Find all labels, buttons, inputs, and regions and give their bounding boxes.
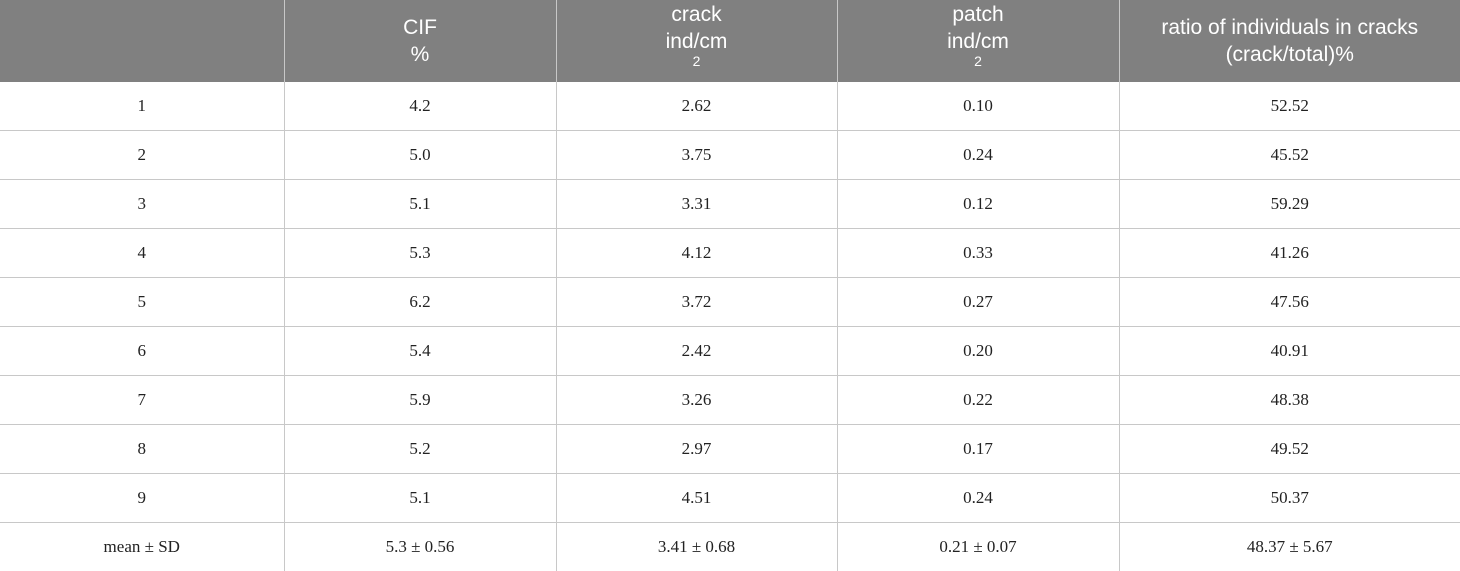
cell-crack: 3.31 — [555, 179, 837, 229]
cell-patch: 0.10 — [836, 82, 1119, 131]
header-cell-cif: CIF % — [283, 0, 556, 82]
header-unit: ind/cm 2 — [665, 29, 728, 69]
cell-crack: 4.12 — [555, 228, 837, 278]
header-cell-sample — [0, 0, 284, 82]
table-row: 9 5.1 4.51 0.24 50.37 — [0, 473, 1460, 523]
table-row: 4 5.3 4.12 0.33 41.26 — [0, 228, 1460, 278]
cell-ratio: 49.52 — [1118, 424, 1460, 474]
cell-patch: 0.17 — [836, 424, 1119, 474]
cell-crack: 2.62 — [555, 82, 837, 131]
cell-sample: 9 — [0, 473, 284, 523]
cell-patch: 0.24 — [836, 130, 1119, 180]
header-row: CIF % crack ind/cm 2 patch ind/cm 2 ratio … — [0, 0, 1460, 82]
cell-crack: 2.42 — [555, 326, 837, 376]
cell-ratio: 59.29 — [1118, 179, 1460, 229]
cell-crack: 4.51 — [555, 473, 837, 523]
cell-sample: mean ± SD — [103, 537, 180, 556]
cell-cif: 5.1 — [283, 473, 556, 523]
table-row: 2 5.0 3.75 0.24 45.52 — [0, 130, 1460, 180]
cell-ratio: 45.52 — [1118, 130, 1460, 180]
header-line: ratio of individuals in cracks — [1161, 16, 1419, 39]
cell-patch: 0.24 — [836, 473, 1119, 523]
table-row: 1 4.2 2.62 0.10 52.52 — [0, 82, 1460, 131]
cell-patch: 0.22 — [836, 375, 1119, 425]
cell-patch: 0.33 — [836, 228, 1119, 278]
table-body: 1 4.2 2.62 0.10 52.52 2 5.0 3.75 0.24 45.52 3 5.1 3.… — [0, 82, 1460, 571]
cell-patch: 0.27 — [836, 277, 1119, 327]
cell-sample: 6 — [0, 326, 284, 376]
cell-ratio: 48.38 — [1118, 375, 1460, 425]
cell-sample: 1 — [0, 82, 284, 131]
cell-sample: 2 — [0, 130, 284, 180]
cell-crack: 2.97 — [555, 424, 837, 474]
cell-ratio: 47.56 — [1118, 277, 1460, 327]
cell-cif: 5.3 — [283, 228, 556, 278]
header-line: CIF — [403, 16, 437, 39]
cell-crack: 3.26 — [555, 375, 837, 425]
cell-cif: 5.4 — [283, 326, 556, 376]
cell-patch: 0.12 — [836, 179, 1119, 229]
header-unit: % — [410, 43, 430, 66]
cell-sample: 3 — [0, 179, 284, 229]
cell-patch: 0.20 — [836, 326, 1119, 376]
cell-ratio: 50.37 — [1118, 473, 1460, 523]
table-row: 8 5.2 2.97 0.17 49.52 — [0, 424, 1460, 474]
summary-row: mean ± SD 5.3 ± 0.56 3.41 ± 0.68 0.21 ± 0.0… — [0, 522, 1460, 571]
cell-cif: 5.3 ± 0.56 — [283, 522, 556, 571]
header-unit: (crack/total)% — [1225, 43, 1354, 66]
header-unit: ind/cm 2 — [947, 29, 1009, 69]
cell-cif: 5.0 — [283, 130, 556, 180]
cell-cif: 4.2 — [283, 82, 556, 131]
header-line: crack — [671, 2, 722, 26]
cell-patch: 0.21 ± 0.07 — [836, 522, 1119, 571]
cell-crack: 3.75 — [555, 130, 837, 180]
cell-sample: 8 — [0, 424, 284, 474]
cell-ratio: 41.26 — [1118, 228, 1460, 278]
cell-cif: 5.9 — [283, 375, 556, 425]
cell-cif: 5.2 — [283, 424, 556, 474]
header-line: patch — [952, 2, 1004, 26]
table-row: 5 6.2 3.72 0.27 47.56 — [0, 277, 1460, 327]
header-cell-crack: crack ind/cm 2 — [555, 0, 837, 82]
table-row: 6 5.4 2.42 0.20 40.91 — [0, 326, 1460, 376]
cell-sample: 5 — [0, 277, 284, 327]
header-cell-patch: patch ind/cm 2 — [836, 0, 1119, 82]
cell-cif: 5.1 — [283, 179, 556, 229]
table-row: 3 5.1 3.31 0.12 59.29 — [0, 179, 1460, 229]
table-row: 7 5.9 3.26 0.22 48.38 — [0, 375, 1460, 425]
cell-ratio: 48.37 ± 5.67 — [1118, 522, 1460, 571]
cell-sample: 4 — [0, 228, 284, 278]
cell-crack: 3.41 ± 0.68 — [555, 522, 837, 571]
cell-crack: 3.72 — [555, 277, 837, 327]
cell-cif: 6.2 — [283, 277, 556, 327]
cell-ratio: 40.91 — [1118, 326, 1460, 376]
cell-sample: 7 — [0, 375, 284, 425]
header-cell-ratio: ratio of individuals in cracks (crack/to… — [1118, 0, 1460, 82]
cell-ratio: 52.52 — [1118, 82, 1460, 131]
